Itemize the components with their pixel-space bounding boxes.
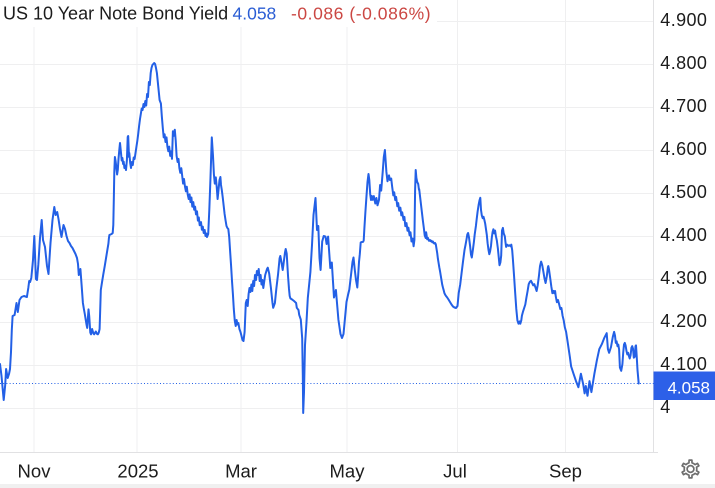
svg-text:Nov: Nov <box>18 460 52 481</box>
svg-text:4.800: 4.800 <box>660 53 707 73</box>
svg-text:Mar: Mar <box>225 460 257 481</box>
svg-text:4.058: 4.058 <box>233 4 277 24</box>
svg-text:May: May <box>330 460 366 481</box>
svg-text:4.500: 4.500 <box>660 182 707 202</box>
svg-text:US 10 Year Note Bond Yield: US 10 Year Note Bond Yield <box>3 4 228 24</box>
svg-text:4: 4 <box>660 397 670 417</box>
svg-text:-0.086 (-0.086%): -0.086 (-0.086%) <box>291 4 431 24</box>
svg-text:2025: 2025 <box>117 460 158 481</box>
svg-text:4.058: 4.058 <box>667 379 710 398</box>
svg-text:Jul: Jul <box>443 460 467 481</box>
svg-text:4.700: 4.700 <box>660 96 707 116</box>
svg-text:4.200: 4.200 <box>660 311 707 331</box>
svg-text:4.600: 4.600 <box>660 139 707 159</box>
svg-text:4.900: 4.900 <box>660 10 707 30</box>
svg-text:4.100: 4.100 <box>660 354 707 374</box>
svg-text:4.400: 4.400 <box>660 225 707 245</box>
svg-text:Sep: Sep <box>549 460 582 481</box>
svg-text:4.300: 4.300 <box>660 268 707 288</box>
